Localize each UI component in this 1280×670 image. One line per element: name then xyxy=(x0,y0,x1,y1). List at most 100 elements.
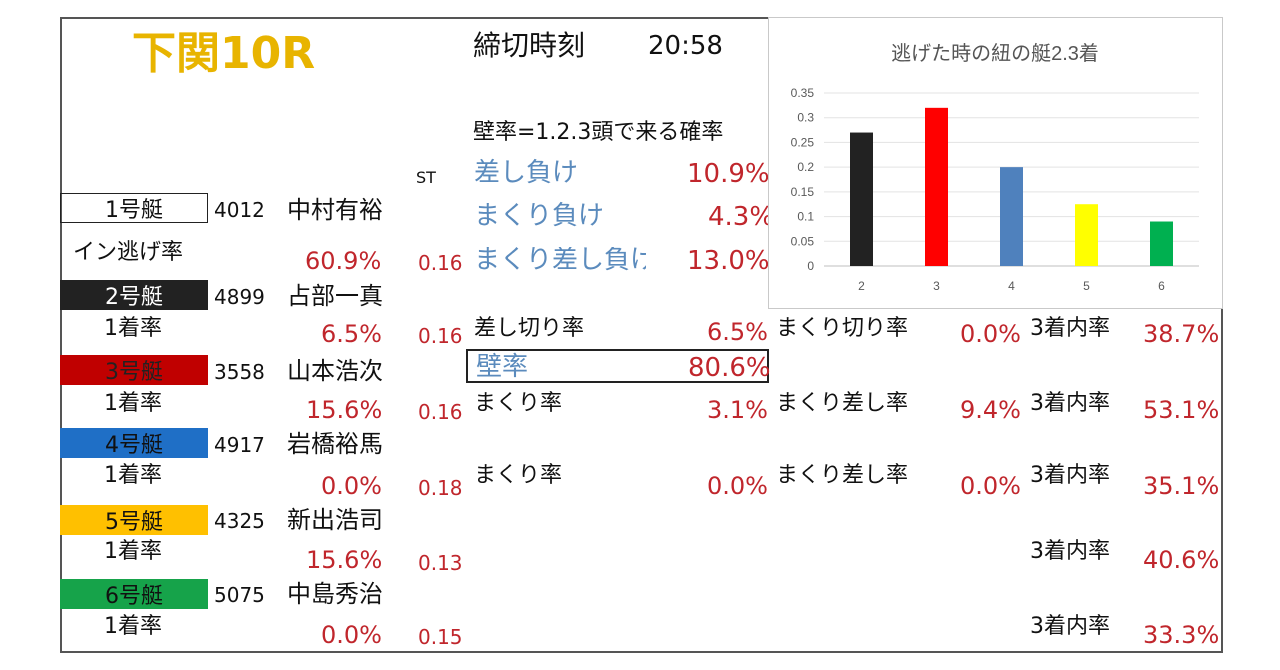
sashi-loss-label: 差し負け xyxy=(474,158,579,188)
boat-2-label: 2号艇 xyxy=(105,285,163,310)
deadline-label: 締切時刻 xyxy=(473,29,586,62)
y-tick-label: 0.05 xyxy=(791,234,815,248)
bar-5 xyxy=(1075,204,1098,266)
boat-5-reg: 4325 xyxy=(214,509,265,533)
boat-3-makuri-sashi-label: まくり差し率 xyxy=(776,391,909,416)
boat-1-badge: 1号艇 xyxy=(60,193,208,223)
boat-6-top3-label: 3着内率 xyxy=(1030,614,1110,639)
boat-2-name: 占部一真 xyxy=(287,282,383,310)
boat-6-name: 中島秀治 xyxy=(287,580,383,608)
boat-4-makuri-label: まくり率 xyxy=(474,463,563,488)
y-tick-label: 0 xyxy=(807,259,814,273)
boat-5-top3-label: 3着内率 xyxy=(1030,539,1110,564)
x-tick-label: 4 xyxy=(1008,279,1015,293)
boat-3-rate: 15.6% xyxy=(306,396,383,424)
board-frame xyxy=(60,17,1223,653)
sashi-loss-value: 10.9% xyxy=(687,159,770,189)
chart-title: 逃げた時の紐の艇2.3着 xyxy=(891,42,1099,65)
sashikiri-label: 差し切り率 xyxy=(474,316,585,341)
bar-chart: 逃げた時の紐の艇2.3着 00.050.10.150.20.250.30.35 … xyxy=(791,42,1199,293)
boat-1-st: 0.16 xyxy=(418,251,463,275)
boat-2-top3-label: 3着内率 xyxy=(1030,316,1110,341)
boat-3-label: 3号艇 xyxy=(105,360,163,385)
boat-2-makuri-kiri-value: 0.0% xyxy=(960,320,1021,348)
sashikiri-value: 6.5% xyxy=(707,318,768,346)
bar-3 xyxy=(925,107,948,266)
boat-4-name: 岩橋裕馬 xyxy=(287,430,383,458)
boat-6-rate: 0.0% xyxy=(321,621,382,649)
boat-2-st: 0.16 xyxy=(418,324,463,348)
boat-4-makuri-sashi-value: 0.0% xyxy=(960,472,1021,500)
boat-4-reg: 4917 xyxy=(214,433,265,457)
boat-6-label: 6号艇 xyxy=(105,584,163,609)
boat-1-rate: 60.9% xyxy=(305,247,382,275)
wall-rate-label: 壁率 xyxy=(476,352,529,382)
makuri-sashi-loss-label: まくり差し負け xyxy=(474,247,646,273)
boat-4-makuri-value: 0.0% xyxy=(707,472,768,500)
boat-5-rate-label: 1着率 xyxy=(104,539,162,564)
boat-5-badge: 5号艇 xyxy=(60,505,208,535)
makuri-loss-value: 4.3% xyxy=(708,202,775,232)
boat-3-makuri-value: 3.1% xyxy=(707,396,768,424)
boat-4-badge: 4号艇 xyxy=(60,428,208,458)
boat-4-top3-label: 3着内率 xyxy=(1030,463,1110,488)
boat-4-rate-label: 1着率 xyxy=(104,463,162,488)
boat-4-top3-value: 35.1% xyxy=(1143,472,1220,500)
st-header: ST xyxy=(416,168,436,187)
boat-1-label: 1号艇 xyxy=(105,198,163,223)
boat-2-badge: 2号艇 xyxy=(60,280,208,310)
boat-2-top3-value: 38.7% xyxy=(1143,320,1220,348)
wall-rate-box xyxy=(466,349,769,383)
race-title: 下関10R xyxy=(132,28,316,79)
y-tick-label: 0.3 xyxy=(797,111,814,125)
y-tick-label: 0.25 xyxy=(791,135,815,149)
boat-5-name: 新出浩司 xyxy=(287,506,383,534)
bar-4 xyxy=(1000,167,1023,266)
boat-3-makuri-sashi-value: 9.4% xyxy=(960,396,1021,424)
wall-rate-value: 80.6% xyxy=(688,353,771,383)
boat-3-rate-label: 1着率 xyxy=(104,391,162,416)
x-tick-label: 5 xyxy=(1083,279,1090,293)
boat-4-st: 0.18 xyxy=(418,476,463,500)
y-tick-label: 0.15 xyxy=(791,185,815,199)
boat-4-label: 4号艇 xyxy=(105,433,163,458)
boat-3-top3-label: 3着内率 xyxy=(1030,391,1110,416)
boat-6-rate-label: 1着率 xyxy=(104,614,162,639)
boat-2-rate-label: 1着率 xyxy=(104,316,162,341)
wall-definition: 壁率=1.2.3頭で来る確率 xyxy=(473,120,724,145)
boat-4-rate: 0.0% xyxy=(321,472,382,500)
boat-3-badge: 3号艇 xyxy=(60,355,208,385)
y-tick-label: 0.1 xyxy=(797,210,814,224)
boat-5-top3-value: 40.6% xyxy=(1143,546,1220,574)
makuri-loss-label: まくり負け xyxy=(474,201,605,231)
makuri-sashi-loss-value: 13.0% xyxy=(687,246,770,276)
boat-1-name: 中村有裕 xyxy=(287,196,383,224)
boat-3-reg: 3558 xyxy=(214,360,265,384)
boat-2-reg: 4899 xyxy=(214,285,265,309)
x-tick-label: 3 xyxy=(933,279,940,293)
boat-6-top3-value: 33.3% xyxy=(1143,621,1220,649)
boat-2-makuri-kiri-label: まくり切り率 xyxy=(776,316,909,341)
boat-6-st: 0.15 xyxy=(418,625,463,649)
boat-3-top3-value: 53.1% xyxy=(1143,396,1220,424)
chart-panel: 逃げた時の紐の艇2.3着 0 0.05 0.1 0.15 0.2 0.25 0.3 0.35 … xyxy=(768,17,1223,309)
boat-5-rate: 15.6% xyxy=(306,546,383,574)
boat-1-reg: 4012 xyxy=(214,198,265,222)
boat-1-rate-label: イン逃げ率 xyxy=(73,240,184,265)
boat-3-st: 0.16 xyxy=(418,400,463,424)
boat-6-badge: 6号艇 xyxy=(60,579,208,609)
boat-2-rate: 6.5% xyxy=(321,320,382,348)
boat-3-name: 山本浩次 xyxy=(287,357,383,385)
boat-6-reg: 5075 xyxy=(214,583,265,607)
boat-3-makuri-label: まくり率 xyxy=(474,391,563,416)
x-tick-label: 2 xyxy=(858,279,865,293)
boat-5-st: 0.13 xyxy=(418,551,463,575)
y-tick-label: 0.2 xyxy=(797,160,814,174)
bar-6 xyxy=(1150,221,1173,266)
boat-4-makuri-sashi-label: まくり差し率 xyxy=(776,463,909,488)
bar-2 xyxy=(850,132,873,266)
boat-5-label: 5号艇 xyxy=(105,510,163,535)
y-tick-label: 0.35 xyxy=(791,86,815,100)
x-tick-label: 6 xyxy=(1158,279,1165,293)
deadline-time: 20:58 xyxy=(648,31,723,61)
